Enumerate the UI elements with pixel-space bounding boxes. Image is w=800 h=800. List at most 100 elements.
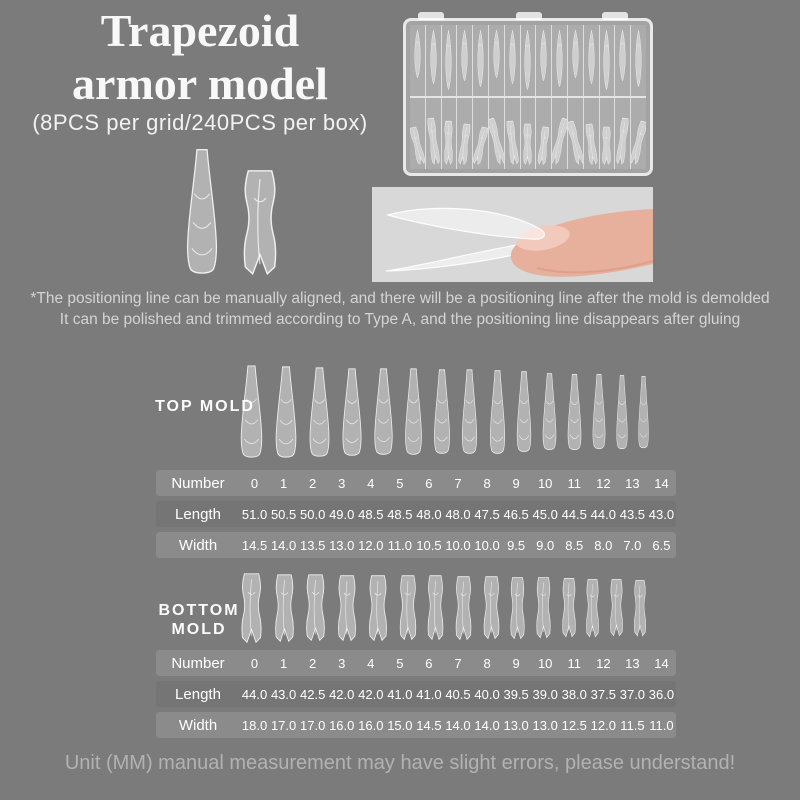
row-label: Width (178, 716, 218, 734)
table-cell: 10.0 (474, 537, 500, 553)
table-cell: 10 (537, 655, 553, 671)
table-cell: 2 (309, 655, 317, 671)
table-cell: 14.5 (416, 717, 442, 733)
table-cell: 37.5 (590, 686, 616, 702)
table-cell: 10 (537, 475, 553, 491)
table-cell: 40.0 (474, 686, 500, 702)
box-compartment (583, 98, 600, 169)
table-cell: 41.0 (416, 686, 442, 702)
table-cell: 44.0 (241, 686, 268, 702)
row-label: Width (178, 536, 218, 554)
table-cell: 9.0 (536, 537, 555, 553)
table-cell: 16.0 (329, 717, 355, 733)
top-mold-tip-5 (403, 367, 424, 457)
page-title-line1: Trapezoid (100, 5, 300, 56)
table-cell: 7.0 (623, 537, 642, 553)
table-cell: 5 (396, 475, 404, 491)
table-cell: 3 (338, 475, 346, 491)
table-cell: 43.0 (648, 506, 675, 522)
table-cell: 14.0 (270, 537, 297, 553)
table-cell: 13 (625, 475, 640, 491)
table-cell: 14 (654, 655, 669, 671)
table-cell: 48.5 (387, 506, 413, 522)
box-compartment (441, 98, 458, 169)
table-cell: 5 (396, 655, 404, 671)
box-compartment (520, 25, 537, 96)
table-cell: 12.5 (561, 717, 587, 733)
box-compartment (504, 98, 521, 169)
table-cell: 42.0 (329, 686, 355, 702)
top-mold-tip-9 (515, 370, 533, 454)
table-cell: 13 (625, 655, 640, 671)
box-compartment (457, 98, 474, 169)
table-cell: 16.0 (358, 717, 384, 733)
table-cell: 7 (454, 655, 462, 671)
table-cell: 14.0 (445, 717, 471, 733)
top-mold-tip-1 (273, 365, 299, 460)
table-cell: 48.0 (416, 506, 442, 522)
box-compartment (410, 98, 426, 169)
table-cell: 1 (279, 475, 288, 491)
row-label: Number (171, 474, 225, 492)
box-compartment (457, 25, 474, 96)
table-cell: 10.0 (445, 537, 471, 553)
table-cell: 1 (279, 655, 288, 671)
box-compartment (425, 98, 442, 169)
table-cell: 9 (512, 475, 520, 491)
table-cell: 0 (250, 655, 259, 671)
table-cell: 14.5 (241, 537, 268, 553)
box-compartment (488, 98, 505, 169)
table-cell: 39.5 (503, 686, 529, 702)
top-mold-label: TOP MOLD (155, 398, 255, 415)
box-row (410, 25, 646, 98)
table-cell: 38.0 (561, 686, 587, 702)
bottom-mold-tip-13 (608, 578, 625, 638)
bottom-mold-tip-14 (632, 579, 648, 638)
table-cell: 47.5 (474, 506, 500, 522)
box-compartment (599, 98, 616, 169)
box-compartment (552, 25, 568, 96)
bottom-mold-tip-1 (272, 573, 297, 644)
box-compartment (599, 25, 616, 96)
box-compartment (631, 25, 646, 96)
positioning-note-line2: It can be polished and trimmed according… (59, 311, 741, 328)
box-compartment (631, 98, 646, 169)
table-cell: 12.0 (590, 717, 616, 733)
box-clasp (418, 12, 444, 20)
bottom-mold-size-table: Number 0 1 2 3 4 5 6 7 8 9 10 11 12 13 14 Length 44.0 43.0… (156, 650, 676, 743)
bottom-mold-tip-9 (508, 576, 527, 641)
table-cell: 45.0 (532, 506, 558, 522)
table-cell: 6.5 (652, 537, 671, 553)
top-mold-tip-4 (372, 367, 395, 457)
row-label: Length (175, 505, 221, 523)
positioning-note: *The positioning line can be manually al… (0, 288, 800, 330)
top-mold-sample (183, 147, 221, 282)
table-cell: 44.5 (561, 506, 587, 522)
bottom-mold-row (238, 569, 648, 647)
row-label: Number (171, 654, 225, 672)
box-compartment (552, 98, 568, 169)
table-cell: 43.5 (619, 506, 646, 522)
table-row-width: Width 18.0 17.0 17.0 16.0 16.0 15.0 14.5 14.0 14.… (156, 712, 676, 738)
pack-quantity-subtitle: (8PCS per grid/240PCS per box) (32, 110, 368, 135)
table-cell: 9.5 (507, 537, 526, 553)
box-compartment (425, 25, 442, 96)
table-cell: 17.0 (270, 717, 297, 733)
table-row-width: Width 14.5 14.0 13.5 13.0 12.0 11.0 10.5 10.0 10.… (156, 532, 676, 558)
table-cell: 8.0 (594, 537, 613, 553)
top-mold-tip-7 (460, 368, 479, 456)
bottom-mold-tip-5 (397, 574, 419, 642)
bottom-mold-sample (238, 168, 282, 283)
table-cell: 12 (596, 475, 611, 491)
box-compartment (567, 98, 584, 169)
table-cell: 4 (367, 475, 375, 491)
bottom-mold-tip-11 (560, 577, 578, 639)
box-compartment (536, 98, 553, 169)
table-cell: 6 (425, 655, 433, 671)
table-cell: 11.0 (387, 537, 413, 553)
table-cell: 6 (425, 475, 433, 491)
bottom-mold-tip-12 (584, 578, 601, 639)
box-clasp (516, 12, 542, 20)
bottom-mold-tip-10 (534, 576, 553, 640)
table-cell: 11 (567, 475, 582, 491)
